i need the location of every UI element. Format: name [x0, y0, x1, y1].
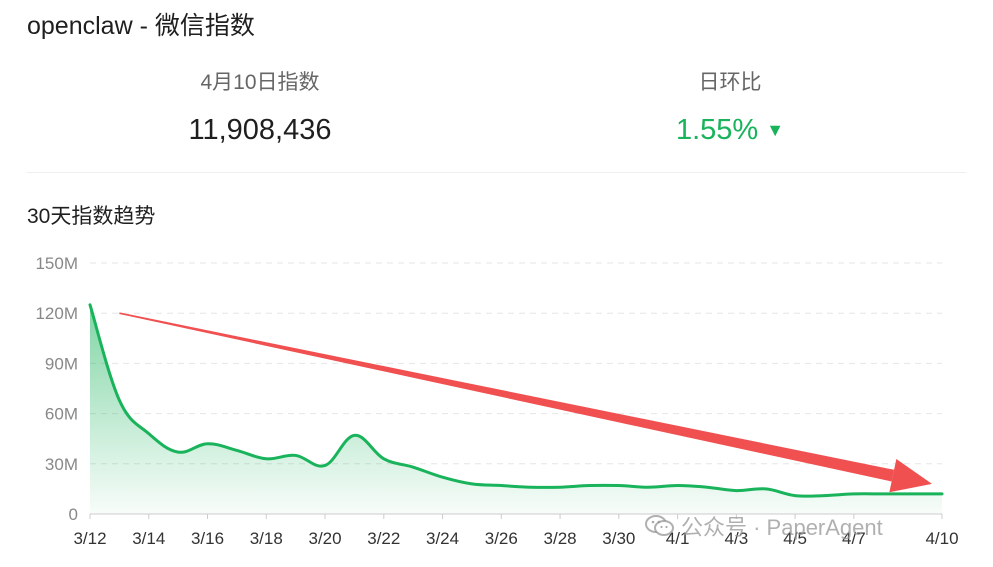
ratio-value: 1.55% [675, 114, 759, 146]
ratio-label: 日环比 [698, 71, 762, 94]
x-tick-label: 3/30 [602, 529, 635, 548]
page-title: openclaw - 微信指数 [27, 12, 255, 40]
x-tick-label: 3/26 [485, 529, 518, 548]
trend-section-title: 30天指数趋势 [27, 205, 156, 228]
series-area [90, 304, 942, 514]
x-tick-label: 3/16 [191, 529, 224, 548]
ratio-value-row: 1.55% ▼ [630, 114, 830, 147]
y-tick-label: 90M [45, 354, 78, 373]
y-tick-label: 150M [35, 254, 78, 273]
x-tick-label: 4/7 [842, 529, 866, 548]
ratio-stat: 日环比 1.55% ▼ [630, 66, 830, 147]
index-stat: 4月10日指数 11,908,436 [160, 66, 360, 147]
trend-arrow-shaft [119, 312, 895, 482]
wechat-icon [645, 515, 674, 536]
x-tick-label: 3/18 [250, 529, 283, 548]
divider [27, 172, 966, 173]
triangle-down-icon: ▼ [766, 120, 785, 140]
x-tick-label: 4/1 [666, 529, 690, 548]
y-tick-label: 30M [45, 455, 78, 474]
watermark: 公众号 · PaperAgent [645, 510, 883, 542]
index-value: 11,908,436 [188, 114, 332, 146]
x-tick-label: 3/20 [308, 529, 341, 548]
y-tick-label: 0 [69, 505, 78, 524]
x-tick-label: 4/10 [925, 529, 958, 548]
trend-chart: 0 30M 60M 90M 120M 150M 3/12 3/14 3/16 3/18 3/20 3/… [35, 254, 958, 548]
series-line [88, 303, 944, 498]
watermark-text: 公众号 · PaperAgent [681, 515, 883, 540]
x-tick-label: 3/22 [367, 529, 400, 548]
y-tick-label: 60M [45, 405, 78, 424]
x-tick-label: 3/12 [73, 529, 106, 548]
x-tick-label: 3/14 [132, 529, 165, 548]
trend-arrow-head [889, 459, 932, 493]
y-tick-label: 120M [35, 304, 78, 323]
index-label: 4月10日指数 [200, 71, 320, 94]
x-tick-label: 3/28 [544, 529, 577, 548]
x-tick-label: 4/5 [783, 529, 807, 548]
x-tick-label: 4/3 [725, 529, 749, 548]
x-tick-label: 3/24 [426, 529, 459, 548]
